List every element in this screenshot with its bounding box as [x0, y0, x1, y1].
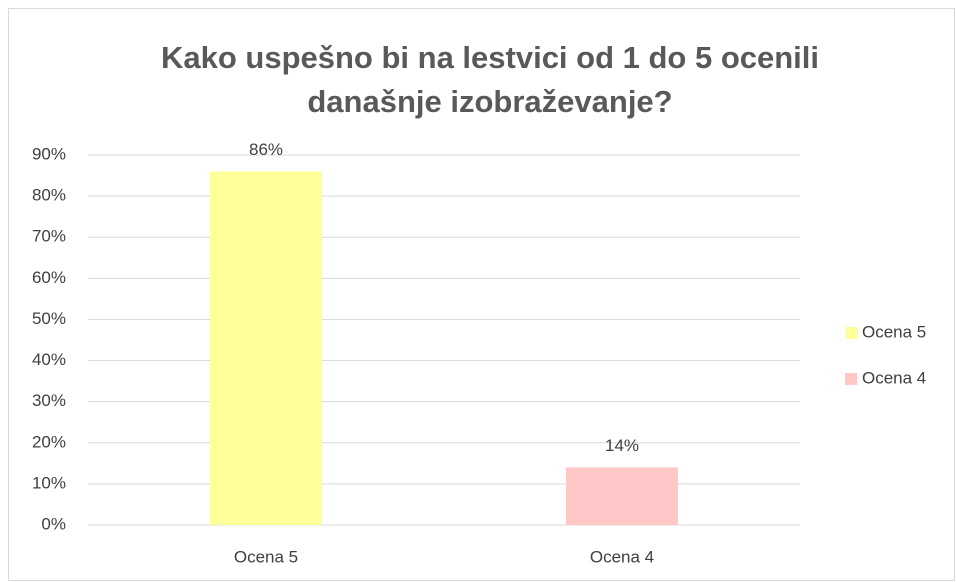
data-label: 14% [605, 436, 639, 455]
y-tick-label: 90% [32, 144, 66, 163]
bar [566, 467, 678, 525]
y-tick-label: 60% [32, 268, 66, 287]
legend-label: Ocena 4 [862, 368, 926, 387]
y-tick-label: 80% [32, 186, 66, 205]
x-tick-label: Ocena 4 [590, 547, 654, 566]
chart-title: današnje izobraževanje? [307, 84, 672, 119]
chart-title: Kako uspešno bi na lestvici od 1 do 5 oc… [161, 40, 819, 75]
y-tick-label: 20% [32, 432, 66, 451]
legend-label: Ocena 5 [862, 322, 926, 341]
data-label: 86% [249, 140, 283, 159]
x-tick-label: Ocena 5 [234, 547, 298, 566]
legend-swatch [845, 373, 857, 385]
y-tick-label: 50% [32, 309, 66, 328]
y-tick-label: 30% [32, 391, 66, 410]
legend-swatch [845, 327, 857, 339]
bar [210, 171, 322, 525]
chart-frame [8, 8, 955, 581]
y-tick-label: 40% [32, 350, 66, 369]
y-tick-label: 70% [32, 227, 66, 246]
y-tick-label: 0% [41, 514, 66, 533]
y-tick-label: 10% [32, 473, 66, 492]
